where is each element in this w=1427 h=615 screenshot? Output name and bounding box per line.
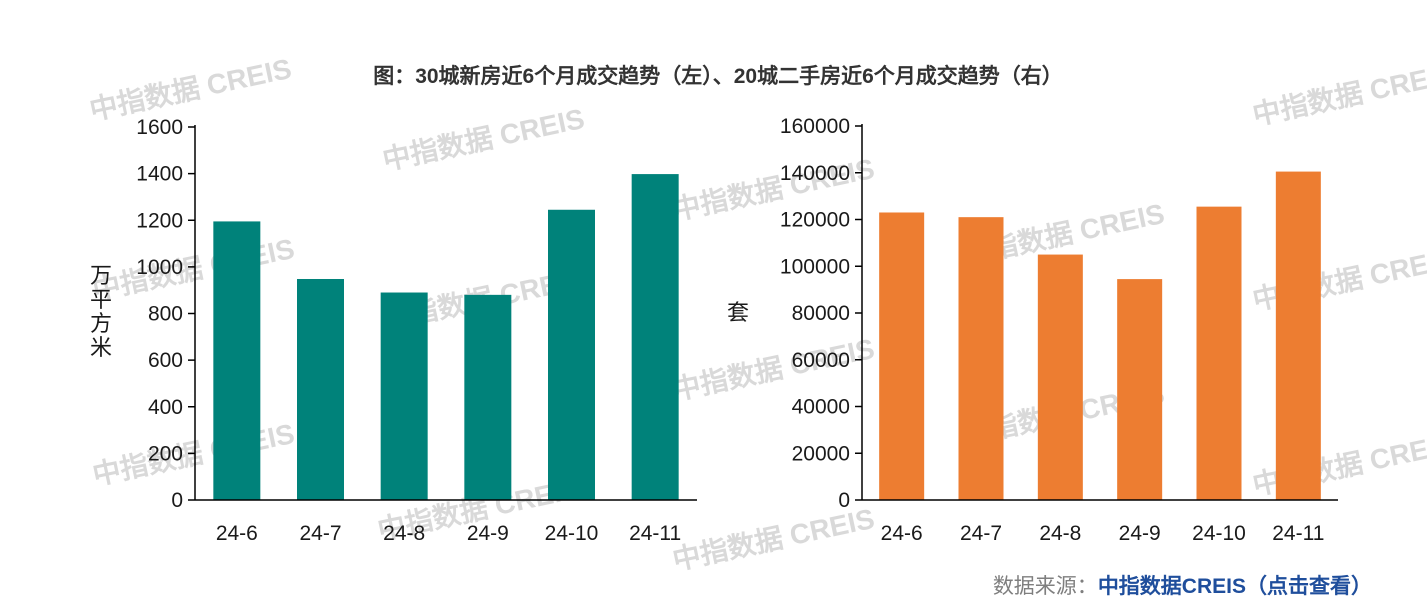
y-tick-label: 1000 xyxy=(136,256,183,279)
y-tick-label: 140000 xyxy=(780,162,850,185)
bar-24-9 xyxy=(464,294,512,500)
bar-24-10 xyxy=(548,209,595,500)
watermark-text: 中指数据 CREIS xyxy=(1250,58,1427,131)
x-tick-label: 24-9 xyxy=(467,522,509,545)
source-link[interactable]: 中指数据CREIS（点击查看） xyxy=(1098,574,1372,598)
y-axis-label: 万平方米 xyxy=(90,263,112,360)
bar-24-8 xyxy=(1037,254,1083,500)
x-tick-label: 24-9 xyxy=(1119,522,1161,545)
watermark-text: 中指数据 CREIS xyxy=(90,233,297,306)
y-tick-label: 1200 xyxy=(136,209,183,232)
bar-24-10 xyxy=(1196,206,1242,501)
second-hand-chart: 24-6 24-7 24-8 24-9 24-10 24-11 0 20000 40000 600… xyxy=(727,115,1338,545)
watermark-text: 中指数据 CREIS xyxy=(670,503,877,576)
bar-24-9 xyxy=(1117,279,1163,500)
watermark-text: 中指数据 CREIS xyxy=(380,103,587,176)
y-tick-label: 600 xyxy=(148,349,183,372)
y-tick-label: 1600 xyxy=(136,116,183,139)
y-tick-label: 20000 xyxy=(792,442,850,465)
x-tick-label: 24-8 xyxy=(1039,522,1081,545)
y-tick-label: 0 xyxy=(838,489,850,512)
y-tick-label: 160000 xyxy=(780,115,850,138)
y-tick-label: 800 xyxy=(148,303,183,326)
source-prefix: 数据来源： xyxy=(993,575,1098,598)
y-tick-label: 60000 xyxy=(792,349,850,372)
figure-title: 图：30城新房近6个月成交趋势（左）、20城二手房近6个月成交趋势（右） xyxy=(373,64,1063,88)
x-tick-label: 24-11 xyxy=(629,522,681,545)
y-tick-label: 400 xyxy=(148,396,183,419)
y-tick-label: 40000 xyxy=(792,396,850,419)
bar-24-7 xyxy=(297,278,344,500)
bar-24-7 xyxy=(958,217,1004,500)
x-tick-label: 24-10 xyxy=(545,522,599,545)
y-tick-label: 80000 xyxy=(792,302,850,325)
x-tick-label: 24-10 xyxy=(1192,522,1246,545)
x-tick-label: 24-11 xyxy=(1272,522,1324,545)
bar-24-8 xyxy=(380,292,428,500)
y-axis-label: 套 xyxy=(727,300,749,325)
x-tick-label: 24-8 xyxy=(383,522,425,545)
y-tick-label: 100000 xyxy=(780,255,850,278)
new-home-chart: 24-6 24-7 24-8 24-9 24-10 24-11 0 200 400 600 800 1… xyxy=(90,116,697,545)
bar-24-11 xyxy=(631,174,679,500)
source-line: 数据来源：中指数据CREIS（点击查看） xyxy=(993,574,1372,598)
bar-24-6 xyxy=(879,212,925,501)
x-tick-label: 24-7 xyxy=(299,522,341,545)
y-tick-label: 120000 xyxy=(780,209,850,232)
x-tick-label: 24-6 xyxy=(216,522,258,545)
x-tick-label: 24-6 xyxy=(881,522,923,545)
bar-24-11 xyxy=(1275,171,1321,501)
y-tick-label: 1400 xyxy=(136,163,183,186)
bar-24-6 xyxy=(213,221,261,500)
y-tick-label: 0 xyxy=(171,489,183,512)
x-tick-label: 24-7 xyxy=(960,522,1002,545)
watermark-text: 中指数据 CREIS xyxy=(90,418,297,491)
y-tick-label: 200 xyxy=(148,442,183,465)
watermark-text: 中指数据 CREIS xyxy=(87,53,294,126)
